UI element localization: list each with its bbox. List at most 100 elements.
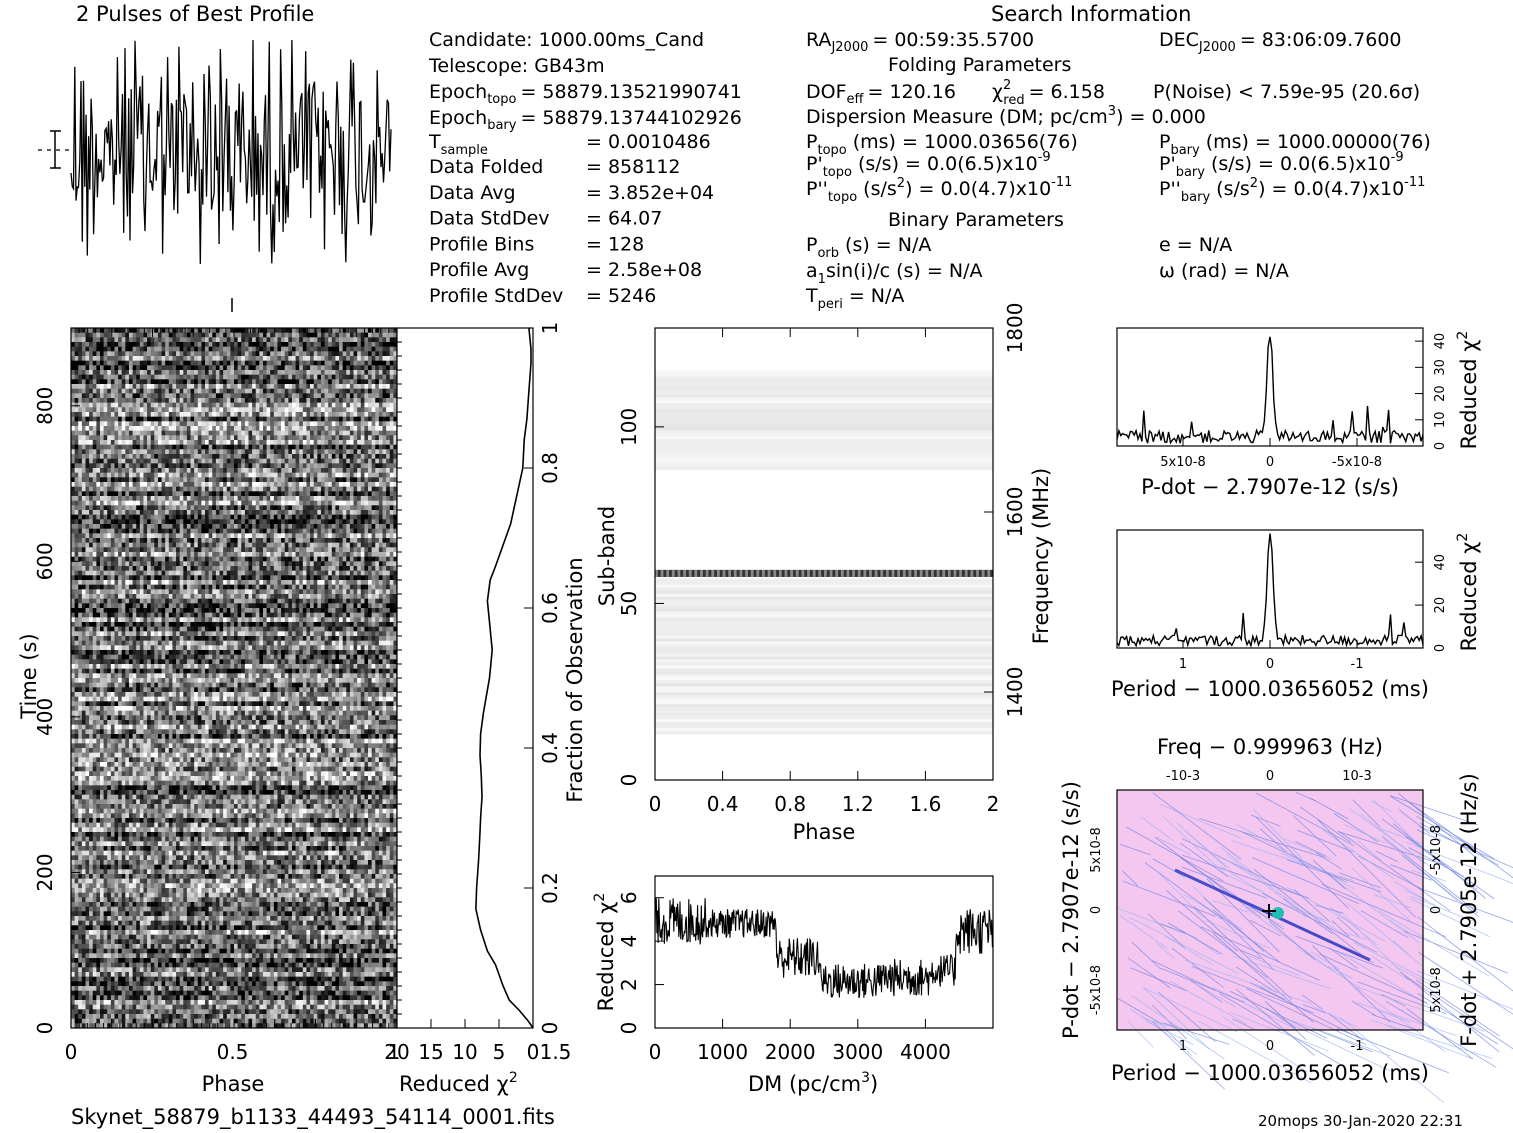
heatmap-cell xyxy=(266,468,271,474)
heatmap-cell xyxy=(335,426,340,432)
heatmap-cell xyxy=(349,477,354,483)
heatmap-cell xyxy=(78,514,83,520)
heatmap-cell xyxy=(324,332,329,338)
heatmap-cell xyxy=(317,519,322,525)
heatmap-cell xyxy=(118,556,123,562)
heatmap-cell xyxy=(346,472,351,478)
heatmap-cell xyxy=(310,440,315,446)
heatmap-cell xyxy=(197,524,202,530)
heatmap-cell xyxy=(302,388,307,394)
heatmap-cell xyxy=(371,468,376,474)
heatmap-cell xyxy=(201,342,206,348)
heatmap-cell xyxy=(81,328,86,334)
heatmap-cell xyxy=(71,552,76,558)
heatmap-cell xyxy=(186,346,191,352)
heatmap-cell xyxy=(110,370,115,376)
heatmap-cell xyxy=(74,440,79,446)
heatmap-cell xyxy=(89,332,94,338)
heatmap-cell xyxy=(99,328,104,334)
heatmap-cell xyxy=(277,332,282,338)
heatmap-cell xyxy=(114,454,119,460)
heatmap-cell xyxy=(190,393,195,399)
heatmap-cell xyxy=(342,360,347,366)
heatmap-cell xyxy=(197,505,202,511)
heatmap-cell xyxy=(176,412,181,418)
heatmap-cell xyxy=(132,402,137,408)
heatmap-cell xyxy=(349,566,354,572)
heatmap-cell xyxy=(335,500,340,506)
heatmap-cell xyxy=(386,570,391,576)
heatmap-cell xyxy=(244,570,249,576)
heatmap-cell xyxy=(81,505,86,511)
heatmap-cell xyxy=(125,374,130,380)
heatmap-cell xyxy=(226,538,231,544)
heatmap-cell xyxy=(277,337,282,343)
heatmap-cell xyxy=(386,337,391,343)
heatmap-cell xyxy=(165,468,170,474)
heatmap-cell xyxy=(252,561,257,567)
heatmap-cell xyxy=(364,472,369,478)
heatmap-cell xyxy=(150,365,155,371)
heatmap-cell xyxy=(85,374,90,380)
heatmap-cell xyxy=(241,496,246,502)
heatmap-cell xyxy=(241,500,246,506)
heatmap-cell xyxy=(150,482,155,488)
heatmap-cell xyxy=(139,538,144,544)
heatmap-cell xyxy=(248,500,253,506)
heatmap-cell xyxy=(310,402,315,408)
heatmap-cell xyxy=(230,407,235,413)
heatmap-cell xyxy=(230,440,235,446)
heatmap-cell xyxy=(291,561,296,567)
heatmap-cell xyxy=(299,374,304,380)
heatmap-cell xyxy=(360,370,365,376)
heatmap-cell xyxy=(212,533,217,539)
heatmap-cell xyxy=(103,472,108,478)
heatmap-cell xyxy=(194,510,199,516)
heatmap-cell xyxy=(295,440,300,446)
heatmap-cell xyxy=(161,388,166,394)
heatmap-cell xyxy=(99,538,104,544)
heatmap-cell xyxy=(386,430,391,436)
heatmap-cell xyxy=(353,468,358,474)
heatmap-cell xyxy=(147,351,152,357)
heatmap-cell xyxy=(259,482,264,488)
heatmap-cell xyxy=(128,332,133,338)
heatmap-cell xyxy=(85,505,90,511)
heatmap-cell xyxy=(288,346,293,352)
heatmap-cell xyxy=(386,514,391,520)
heatmap-cell xyxy=(237,566,242,572)
heatmap-cell xyxy=(335,538,340,544)
heatmap-cell xyxy=(176,458,181,464)
heatmap-cell xyxy=(244,402,249,408)
heatmap-cell xyxy=(194,365,199,371)
heatmap-cell xyxy=(165,370,170,376)
heatmap-cell xyxy=(357,561,362,567)
heatmap-cell xyxy=(277,505,282,511)
heatmap-cell xyxy=(230,360,235,366)
heatmap-cell xyxy=(284,580,289,586)
heatmap-cell xyxy=(382,575,387,581)
heatmap-cell xyxy=(223,342,228,348)
heatmap-cell xyxy=(215,533,220,539)
heatmap-cell xyxy=(147,444,152,450)
heatmap-cell xyxy=(118,360,123,366)
heatmap-cell xyxy=(147,524,152,530)
heatmap-cell xyxy=(288,533,293,539)
heatmap-cell xyxy=(266,374,271,380)
heatmap-cell xyxy=(78,398,83,404)
heatmap-cell xyxy=(339,421,344,427)
heatmap-cell xyxy=(328,351,333,357)
heatmap-cell xyxy=(277,412,282,418)
heatmap-cell xyxy=(154,421,159,427)
heatmap-cell xyxy=(168,486,173,492)
heatmap-cell xyxy=(136,370,141,376)
heatmap-cell xyxy=(335,561,340,567)
heatmap-cell xyxy=(103,580,108,586)
heatmap-cell xyxy=(89,547,94,553)
heatmap-cell xyxy=(197,421,202,427)
heatmap-cell xyxy=(205,542,210,548)
heatmap-cell xyxy=(237,580,242,586)
heatmap-cell xyxy=(107,538,112,544)
heatmap-cell xyxy=(389,351,394,357)
heatmap-cell xyxy=(375,463,380,469)
